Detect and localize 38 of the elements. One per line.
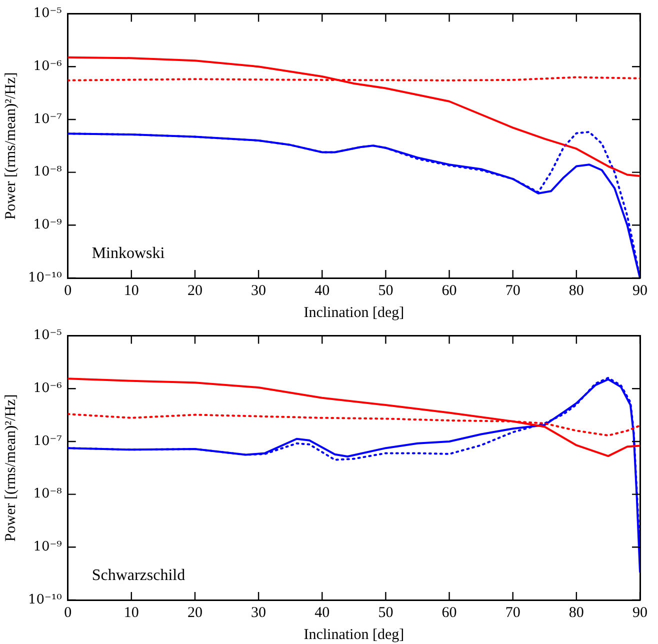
y-axis-title: Power [(rms/mean)²/Hz] (2, 394, 19, 542)
x-tick-label: 60 (442, 282, 457, 299)
x-tick-label: 90 (632, 282, 648, 299)
annotation: Minkowski (92, 245, 166, 262)
y-tick-label: 10⁻⁶ (33, 381, 62, 396)
y-tick-label: 10⁻⁵ (33, 328, 62, 344)
x-tick-label: 20 (187, 604, 202, 621)
x-tick-label: 90 (632, 604, 648, 621)
y-tick-label: 10⁻⁷ (33, 112, 62, 127)
x-axis-title: Inclination [deg] (304, 626, 404, 643)
y-tick-label: 10⁻⁹ (33, 218, 62, 233)
y-tick-label: 10⁻⁷ (33, 434, 62, 449)
y-tick-label: 10⁻¹⁰ (28, 270, 62, 286)
y-tick-label: 10⁻⁵ (33, 6, 62, 22)
x-tick-label: 10 (124, 604, 139, 621)
x-tick-label: 60 (442, 604, 457, 621)
y-tick-label: 10⁻¹⁰ (28, 592, 62, 608)
x-tick-label: 50 (378, 604, 394, 621)
x-tick-label: 40 (314, 282, 330, 299)
x-tick-label: 70 (505, 604, 520, 621)
y-tick-label: 10⁻⁸ (33, 164, 62, 180)
x-tick-label: 20 (187, 282, 202, 299)
x-tick-label: 40 (314, 604, 330, 621)
x-tick-label: 10 (124, 282, 139, 299)
x-tick-label: 0 (64, 282, 72, 299)
y-tick-label: 10⁻⁶ (33, 59, 62, 74)
y-tick-label: 10⁻⁸ (33, 486, 62, 502)
x-tick-label: 80 (568, 282, 584, 299)
annotation: Schwarzschild (92, 567, 186, 584)
x-tick-label: 30 (251, 282, 266, 299)
y-tick-label: 10⁻⁹ (33, 540, 62, 555)
x-tick-label: 80 (568, 604, 584, 621)
x-tick-label: 30 (251, 604, 266, 621)
x-tick-label: 70 (505, 282, 520, 299)
x-tick-label: 50 (378, 282, 394, 299)
y-axis-title: Power [(rms/mean)²/Hz] (2, 72, 19, 220)
x-axis-title: Inclination [deg] (304, 304, 404, 321)
x-tick-label: 0 (64, 604, 72, 621)
